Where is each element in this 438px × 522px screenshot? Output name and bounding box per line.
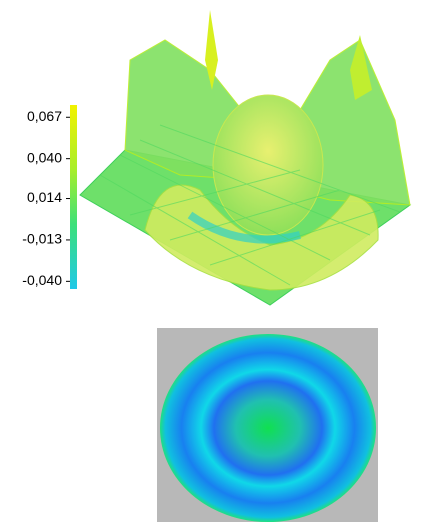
tick-label: -0,040	[22, 272, 62, 288]
surface-plot	[79, 10, 412, 306]
tick-label: -0,013	[22, 231, 62, 247]
heatmap-disc	[160, 334, 376, 522]
surface-spike	[350, 35, 372, 100]
tick-label: 0,067	[27, 108, 62, 124]
surface-ridge	[144, 184, 379, 291]
surface-mesh	[99, 124, 401, 286]
heatmap	[157, 328, 378, 522]
surface-valley	[187, 211, 301, 244]
tick-label: 0,040	[27, 149, 62, 165]
surface-dome	[212, 94, 324, 236]
tick-label: 0,014	[27, 189, 62, 205]
colorbar	[70, 105, 77, 289]
colorbar-ticks: 0,067 0,040 0,014 -0,013 -0,040	[22, 108, 70, 288]
surface-spike	[205, 10, 218, 90]
